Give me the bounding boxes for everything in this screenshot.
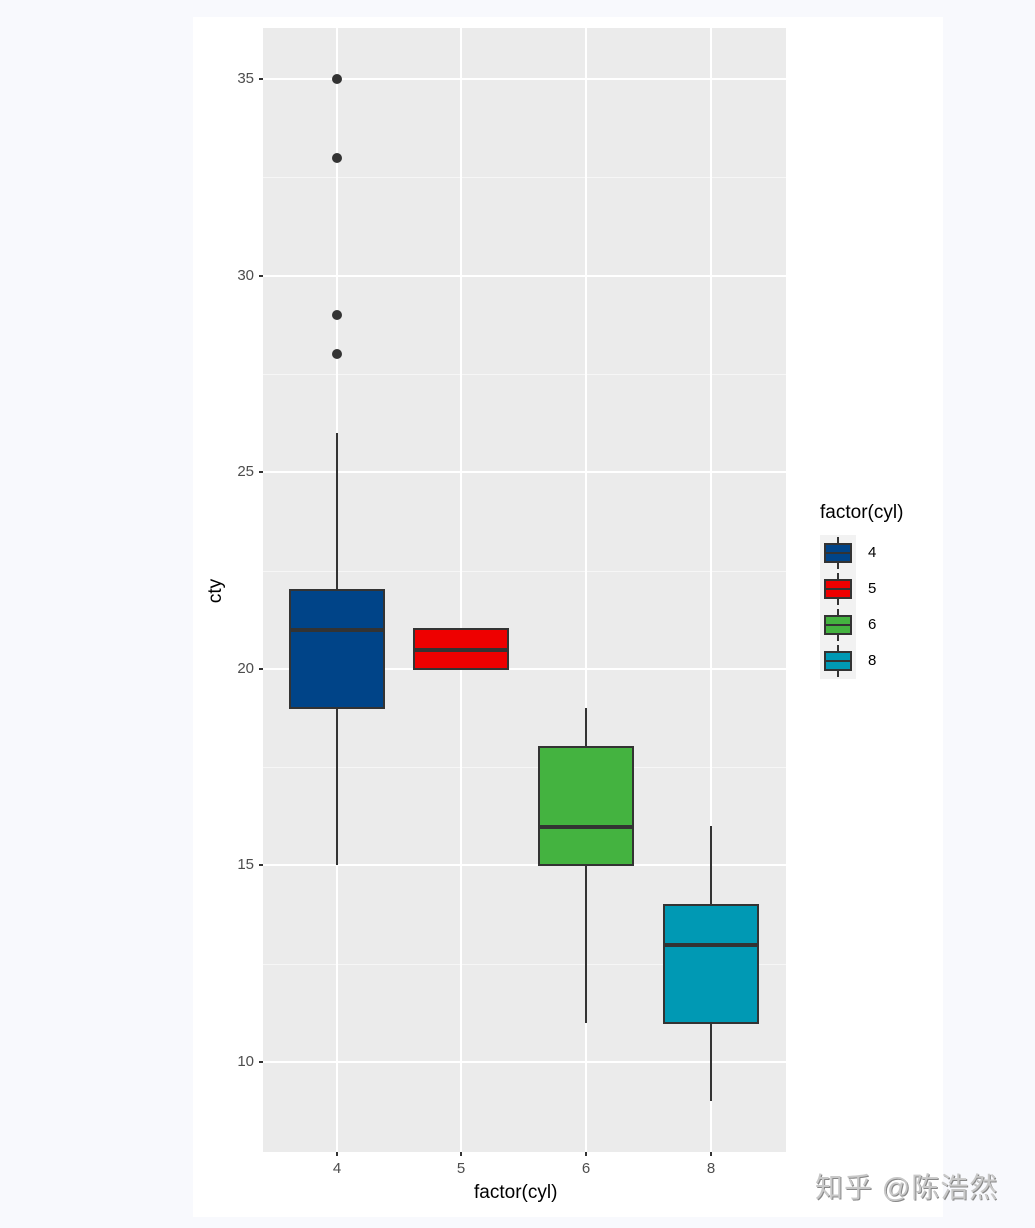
major-gridline (263, 471, 786, 474)
y-axis-title: cty (205, 578, 226, 604)
median-line (415, 648, 507, 653)
outlier-point (332, 349, 342, 360)
legend-median (826, 660, 850, 662)
y-tick-label: 25 (237, 463, 254, 481)
x-tick (585, 1152, 587, 1156)
median-line (540, 825, 632, 830)
y-tick-label: 30 (237, 266, 254, 284)
legend-key-8 (820, 643, 856, 679)
y-tick (259, 274, 263, 277)
lower-whisker (710, 1022, 712, 1102)
minor-gridline (263, 570, 786, 572)
major-gridline (585, 28, 587, 1152)
x-tick (710, 1152, 712, 1156)
legend-median (826, 552, 850, 554)
y-tick-label: 10 (237, 1053, 254, 1070)
legend-median (826, 588, 850, 590)
median-line (291, 628, 383, 633)
major-gridline (710, 28, 712, 1152)
x-tick (460, 1152, 462, 1156)
x-tick (336, 1152, 338, 1156)
y-tick (259, 864, 263, 867)
major-gridline (263, 864, 786, 867)
legend-key-6 (820, 607, 856, 643)
lower-whisker (336, 708, 338, 866)
legend-key-5 (820, 571, 856, 607)
y-tick-label: 15 (237, 856, 254, 874)
y-tick-label: 35 (237, 70, 254, 87)
y-tick (259, 667, 263, 670)
x-tick-label: 6 (581, 1160, 591, 1177)
box-8 (663, 903, 759, 1024)
outlier-point (332, 309, 342, 320)
minor-gridline (263, 963, 786, 965)
lower-whisker (585, 865, 587, 1023)
box-5 (413, 628, 509, 670)
box-6 (538, 746, 634, 867)
major-gridline (263, 1061, 786, 1063)
legend-swatch (824, 651, 852, 671)
minor-gridline (263, 177, 786, 179)
y-tick (259, 78, 263, 80)
outlier-point (332, 152, 342, 163)
y-tick-label: 20 (237, 659, 254, 677)
y-tick (259, 1061, 263, 1063)
upper-whisker (585, 708, 587, 748)
x-tick-label: 5 (456, 1160, 466, 1177)
minor-gridline (263, 373, 786, 375)
major-gridline (460, 28, 462, 1152)
legend-label: 8 (868, 652, 877, 669)
legend-median (826, 624, 850, 626)
legend-swatch (824, 615, 852, 635)
minor-gridline (263, 767, 786, 769)
upper-whisker (336, 432, 338, 591)
legend-label: 5 (868, 580, 877, 597)
major-gridline (263, 667, 786, 670)
legend-key-4 (820, 535, 856, 571)
legend-label: 4 (868, 544, 877, 561)
legend-swatch (824, 543, 852, 563)
watermark: 知乎 @陈浩然 (815, 1172, 999, 1203)
outlier-point (332, 74, 342, 84)
major-gridline (263, 274, 786, 277)
legend-label: 6 (868, 616, 877, 633)
x-tick-label: 8 (706, 1160, 716, 1177)
y-tick (259, 471, 263, 474)
x-tick-label: 4 (332, 1160, 342, 1177)
legend-swatch (824, 579, 852, 599)
upper-whisker (710, 826, 712, 905)
x-axis-title: factor(cyl) (474, 1182, 558, 1203)
legend-title: factor(cyl) (820, 502, 904, 523)
major-gridline (263, 78, 786, 80)
median-line (665, 943, 757, 948)
box-4 (289, 589, 385, 710)
